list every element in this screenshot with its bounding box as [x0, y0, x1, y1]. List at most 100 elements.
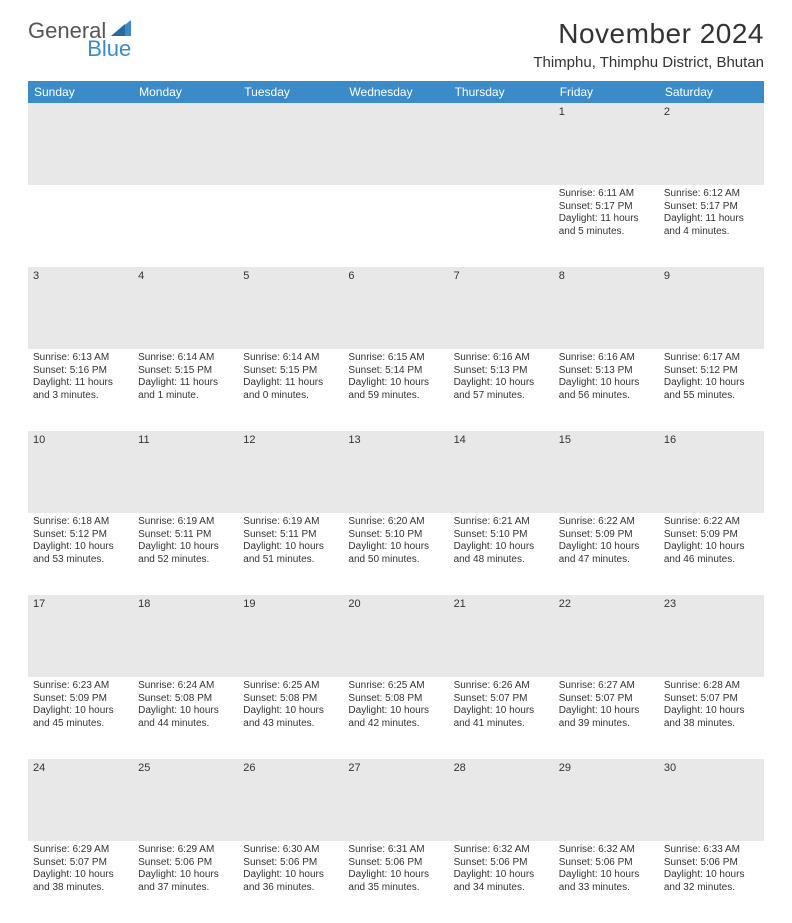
title-block: November 2024 Thimphu, Thimphu District,… — [533, 18, 764, 71]
day-cell: Sunrise: 6:15 AMSunset: 5:14 PMDaylight:… — [343, 349, 448, 431]
sunrise-text: Sunrise: 6:14 AM — [243, 352, 338, 365]
day-info: Sunrise: 6:28 AMSunset: 5:07 PMDaylight:… — [664, 680, 759, 730]
daylight-text: Daylight: 10 hours — [559, 377, 654, 390]
day-number: 29 — [559, 762, 654, 776]
daylight-text: Daylight: 10 hours — [243, 705, 338, 718]
sunrise-text: Sunrise: 6:31 AM — [348, 844, 443, 857]
daylight-text: Daylight: 10 hours — [664, 705, 759, 718]
sunrise-text: Sunrise: 6:22 AM — [664, 516, 759, 529]
daylight-text: Daylight: 11 hours — [138, 377, 233, 390]
daylight-text: and 4 minutes. — [664, 226, 759, 239]
day-cell: Sunrise: 6:17 AMSunset: 5:12 PMDaylight:… — [659, 349, 764, 431]
day-cell: Sunrise: 6:14 AMSunset: 5:15 PMDaylight:… — [238, 349, 343, 431]
sunset-text: Sunset: 5:09 PM — [559, 529, 654, 542]
daylight-text: Daylight: 10 hours — [559, 541, 654, 554]
day-info: Sunrise: 6:22 AMSunset: 5:09 PMDaylight:… — [664, 516, 759, 566]
sunrise-text: Sunrise: 6:22 AM — [559, 516, 654, 529]
sunset-text: Sunset: 5:07 PM — [559, 693, 654, 706]
daynum-cell: 27 — [343, 759, 448, 841]
daylight-text: and 50 minutes. — [348, 554, 443, 567]
daylight-text: and 5 minutes. — [559, 226, 654, 239]
weekday-header: Monday — [133, 81, 238, 103]
daynum-row: 17181920212223 — [28, 595, 764, 677]
daylight-text: Daylight: 11 hours — [559, 213, 654, 226]
week-row: Sunrise: 6:29 AMSunset: 5:07 PMDaylight:… — [28, 841, 764, 923]
daylight-text: Daylight: 10 hours — [664, 377, 759, 390]
daynum-cell — [343, 103, 448, 185]
daylight-text: and 37 minutes. — [138, 882, 233, 895]
daynum-cell: 3 — [28, 267, 133, 349]
sunset-text: Sunset: 5:11 PM — [138, 529, 233, 542]
daylight-text: Daylight: 10 hours — [454, 869, 549, 882]
daynum-cell — [238, 103, 343, 185]
sunset-text: Sunset: 5:06 PM — [454, 857, 549, 870]
weekday-header: Saturday — [659, 81, 764, 103]
daylight-text: and 46 minutes. — [664, 554, 759, 567]
daynum-cell: 9 — [659, 267, 764, 349]
day-number: 21 — [454, 598, 549, 612]
sunset-text: Sunset: 5:07 PM — [33, 857, 128, 870]
day-number: 25 — [138, 762, 233, 776]
day-number: 4 — [138, 270, 233, 284]
day-info: Sunrise: 6:33 AMSunset: 5:06 PMDaylight:… — [664, 844, 759, 894]
daynum-cell: 10 — [28, 431, 133, 513]
sunrise-text: Sunrise: 6:25 AM — [348, 680, 443, 693]
sunset-text: Sunset: 5:08 PM — [138, 693, 233, 706]
daylight-text: and 43 minutes. — [243, 718, 338, 731]
day-cell: Sunrise: 6:18 AMSunset: 5:12 PMDaylight:… — [28, 513, 133, 595]
day-cell: Sunrise: 6:13 AMSunset: 5:16 PMDaylight:… — [28, 349, 133, 431]
day-number: 6 — [348, 270, 443, 284]
sunset-text: Sunset: 5:11 PM — [243, 529, 338, 542]
sunset-text: Sunset: 5:15 PM — [243, 365, 338, 378]
day-info: Sunrise: 6:32 AMSunset: 5:06 PMDaylight:… — [454, 844, 549, 894]
day-number: 22 — [559, 598, 654, 612]
day-cell: Sunrise: 6:16 AMSunset: 5:13 PMDaylight:… — [449, 349, 554, 431]
sunrise-text: Sunrise: 6:32 AM — [559, 844, 654, 857]
daylight-text: Daylight: 10 hours — [33, 541, 128, 554]
day-number: 11 — [138, 434, 233, 448]
daylight-text: Daylight: 10 hours — [559, 705, 654, 718]
day-number: 1 — [559, 106, 654, 120]
daylight-text: Daylight: 10 hours — [664, 869, 759, 882]
sunset-text: Sunset: 5:08 PM — [243, 693, 338, 706]
day-info: Sunrise: 6:25 AMSunset: 5:08 PMDaylight:… — [243, 680, 338, 730]
daynum-cell: 22 — [554, 595, 659, 677]
sunrise-text: Sunrise: 6:30 AM — [243, 844, 338, 857]
sunrise-text: Sunrise: 6:26 AM — [454, 680, 549, 693]
day-info: Sunrise: 6:29 AMSunset: 5:06 PMDaylight:… — [138, 844, 233, 894]
day-cell: Sunrise: 6:25 AMSunset: 5:08 PMDaylight:… — [343, 677, 448, 759]
sunset-text: Sunset: 5:12 PM — [664, 365, 759, 378]
day-cell: Sunrise: 6:20 AMSunset: 5:10 PMDaylight:… — [343, 513, 448, 595]
daynum-cell — [449, 103, 554, 185]
daylight-text: and 55 minutes. — [664, 390, 759, 403]
day-cell: Sunrise: 6:23 AMSunset: 5:09 PMDaylight:… — [28, 677, 133, 759]
day-number: 13 — [348, 434, 443, 448]
daynum-cell: 11 — [133, 431, 238, 513]
sunrise-text: Sunrise: 6:23 AM — [33, 680, 128, 693]
daynum-cell — [28, 103, 133, 185]
day-cell — [133, 185, 238, 267]
sunrise-text: Sunrise: 6:21 AM — [454, 516, 549, 529]
sunrise-text: Sunrise: 6:24 AM — [138, 680, 233, 693]
sunrise-text: Sunrise: 6:25 AM — [243, 680, 338, 693]
daylight-text: and 52 minutes. — [138, 554, 233, 567]
daylight-text: and 41 minutes. — [454, 718, 549, 731]
day-info: Sunrise: 6:12 AMSunset: 5:17 PMDaylight:… — [664, 188, 759, 238]
sunset-text: Sunset: 5:08 PM — [348, 693, 443, 706]
sunrise-text: Sunrise: 6:13 AM — [33, 352, 128, 365]
daylight-text: and 47 minutes. — [559, 554, 654, 567]
daylight-text: and 3 minutes. — [33, 390, 128, 403]
day-number: 10 — [33, 434, 128, 448]
sunrise-text: Sunrise: 6:18 AM — [33, 516, 128, 529]
day-cell: Sunrise: 6:22 AMSunset: 5:09 PMDaylight:… — [554, 513, 659, 595]
sunset-text: Sunset: 5:13 PM — [454, 365, 549, 378]
day-number: 15 — [559, 434, 654, 448]
day-cell: Sunrise: 6:16 AMSunset: 5:13 PMDaylight:… — [554, 349, 659, 431]
day-cell: Sunrise: 6:27 AMSunset: 5:07 PMDaylight:… — [554, 677, 659, 759]
daynum-row: 10111213141516 — [28, 431, 764, 513]
day-number: 20 — [348, 598, 443, 612]
sunrise-text: Sunrise: 6:19 AM — [138, 516, 233, 529]
daylight-text: and 57 minutes. — [454, 390, 549, 403]
weekday-header: Wednesday — [343, 81, 448, 103]
day-info: Sunrise: 6:15 AMSunset: 5:14 PMDaylight:… — [348, 352, 443, 402]
